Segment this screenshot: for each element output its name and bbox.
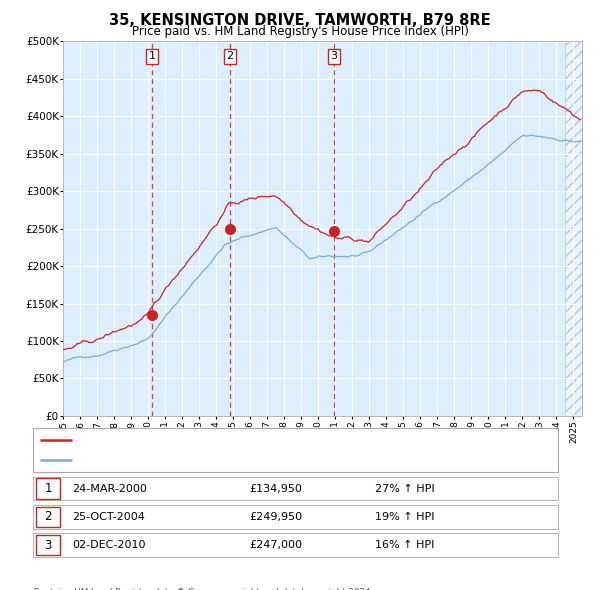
Text: Contains HM Land Registry data © Crown copyright and database right 2024.
This d: Contains HM Land Registry data © Crown c… (33, 588, 373, 590)
Text: 25-OCT-2004: 25-OCT-2004 (72, 512, 145, 522)
Text: 2: 2 (44, 510, 52, 523)
Text: 1: 1 (44, 482, 52, 495)
Text: 02-DEC-2010: 02-DEC-2010 (72, 540, 146, 550)
Text: 35, KENSINGTON DRIVE, TAMWORTH, B79 8RE: 35, KENSINGTON DRIVE, TAMWORTH, B79 8RE (109, 13, 491, 28)
Text: Price paid vs. HM Land Registry's House Price Index (HPI): Price paid vs. HM Land Registry's House … (131, 25, 469, 38)
Text: 27% ↑ HPI: 27% ↑ HPI (375, 484, 434, 493)
Text: 35, KENSINGTON DRIVE, TAMWORTH, B79 8RE (detached house): 35, KENSINGTON DRIVE, TAMWORTH, B79 8RE … (79, 435, 401, 445)
Text: 24-MAR-2000: 24-MAR-2000 (72, 484, 147, 493)
Bar (565, 41, 582, 416)
Text: £249,950: £249,950 (249, 512, 302, 522)
Text: 3: 3 (44, 539, 52, 552)
Text: HPI: Average price, detached house, Tamworth: HPI: Average price, detached house, Tamw… (79, 455, 312, 465)
Text: £247,000: £247,000 (249, 540, 302, 550)
Text: 1: 1 (148, 51, 155, 61)
Text: £134,950: £134,950 (249, 484, 302, 493)
Text: 16% ↑ HPI: 16% ↑ HPI (375, 540, 434, 550)
Text: 3: 3 (331, 51, 337, 61)
Text: 2: 2 (227, 51, 233, 61)
Text: 19% ↑ HPI: 19% ↑ HPI (375, 512, 434, 522)
